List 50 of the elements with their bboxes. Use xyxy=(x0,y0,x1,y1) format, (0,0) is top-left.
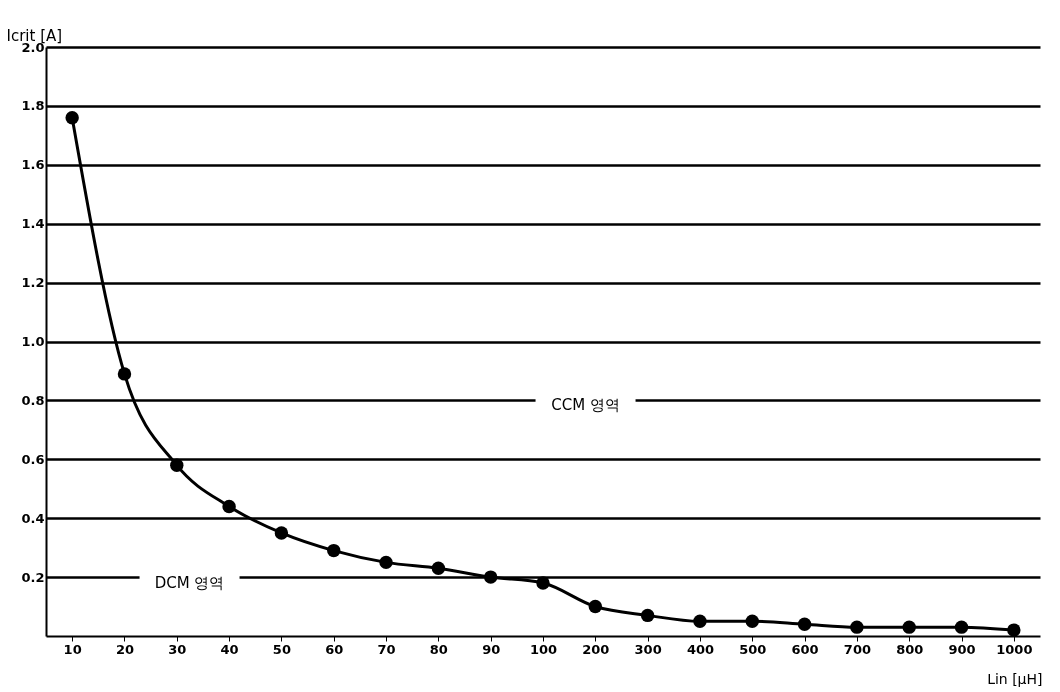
x-tick-label: 100 xyxy=(529,641,558,657)
y-tick-label: 0.6 xyxy=(21,451,45,467)
x-tick-label: 70 xyxy=(377,641,396,657)
point xyxy=(431,561,446,575)
x-tick-label: 900 xyxy=(948,641,976,657)
point xyxy=(850,620,864,634)
point xyxy=(745,614,759,628)
x-tick-label: 400 xyxy=(686,641,715,657)
x-tick-label: 10 xyxy=(63,641,82,657)
point xyxy=(954,620,969,634)
point xyxy=(379,555,393,570)
point xyxy=(588,599,603,614)
y-tick-label: 1.6 xyxy=(21,157,45,173)
x-tick-label: 600 xyxy=(791,641,819,657)
point xyxy=(536,576,550,590)
point xyxy=(902,620,916,634)
x-tick-label: 90 xyxy=(482,641,501,657)
y-tick-label: 1.4 xyxy=(21,216,45,232)
x-tick-label: 1000 xyxy=(996,641,1033,657)
x-tick-label: 80 xyxy=(429,641,448,657)
x-tick-label: 700 xyxy=(843,641,871,657)
point xyxy=(170,458,184,472)
y-tick-label: 0.4 xyxy=(21,510,45,526)
x-tick-label: 300 xyxy=(634,641,662,657)
point xyxy=(693,614,707,628)
x-tick-label: 40 xyxy=(220,641,239,657)
y-tick-label: 1.2 xyxy=(21,275,45,291)
point xyxy=(222,499,236,514)
x-tick-label: 500 xyxy=(739,641,767,657)
x-axis-title: Lin [μH] xyxy=(987,670,1043,687)
point xyxy=(483,570,498,584)
annotation: DCM 영역 xyxy=(154,574,225,593)
x-tick-label: 20 xyxy=(115,641,135,657)
y-tick-label: 0.2 xyxy=(21,569,45,585)
point xyxy=(117,367,132,381)
x-tick-label: 50 xyxy=(272,641,291,657)
point xyxy=(274,526,289,540)
point xyxy=(327,543,341,558)
x-tick-label: 200 xyxy=(582,641,610,657)
point xyxy=(640,608,655,623)
y-tick-label: 1.0 xyxy=(21,334,45,349)
y-tick-label: 0.8 xyxy=(21,392,45,408)
point xyxy=(65,110,79,125)
annotation: CCM 영역 xyxy=(551,395,620,414)
point xyxy=(1007,623,1021,637)
x-tick-label: 60 xyxy=(325,641,344,657)
x-tick-label: 30 xyxy=(168,641,187,657)
point xyxy=(797,617,812,631)
x-tick-label: 800 xyxy=(896,641,924,657)
y-tick-label: 1.8 xyxy=(21,98,45,114)
